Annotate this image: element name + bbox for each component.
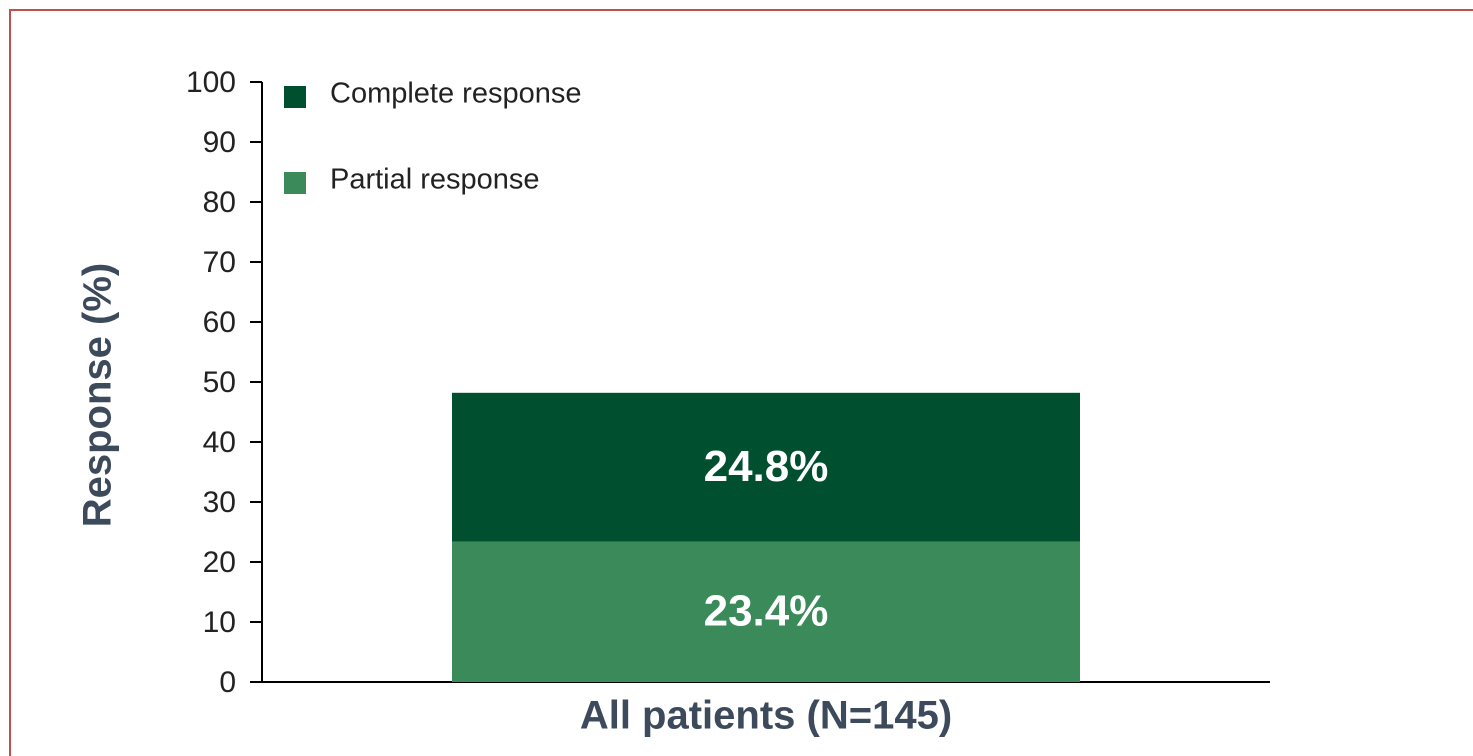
y-tick-label: 40: [203, 426, 236, 459]
y-tick-label: 10: [203, 606, 236, 639]
legend-swatch: [284, 86, 306, 108]
data-label: 24.8%: [704, 442, 829, 491]
legend-swatch: [284, 172, 306, 194]
y-tick-label: 20: [203, 546, 236, 579]
bar-segment: [452, 541, 1080, 682]
legend-label: Partial response: [330, 164, 540, 196]
bar-segment: [452, 392, 1080, 542]
data-label: 23.4%: [704, 586, 829, 635]
y-tick-label: 60: [203, 306, 236, 339]
x-tick-label: All patients (N=145): [580, 694, 952, 738]
y-tick-label: 50: [203, 366, 236, 399]
y-tick-label: 80: [203, 186, 236, 219]
y-tick-label: 0: [219, 666, 236, 699]
y-tick-label: 100: [186, 66, 236, 99]
y-tick-label: 30: [203, 486, 236, 519]
legend-label: Complete response: [330, 78, 581, 110]
frame: [9, 9, 1473, 756]
y-axis-title: Response (%): [76, 263, 120, 528]
y-tick-label: 70: [203, 246, 236, 279]
y-tick-label: 90: [203, 126, 236, 159]
